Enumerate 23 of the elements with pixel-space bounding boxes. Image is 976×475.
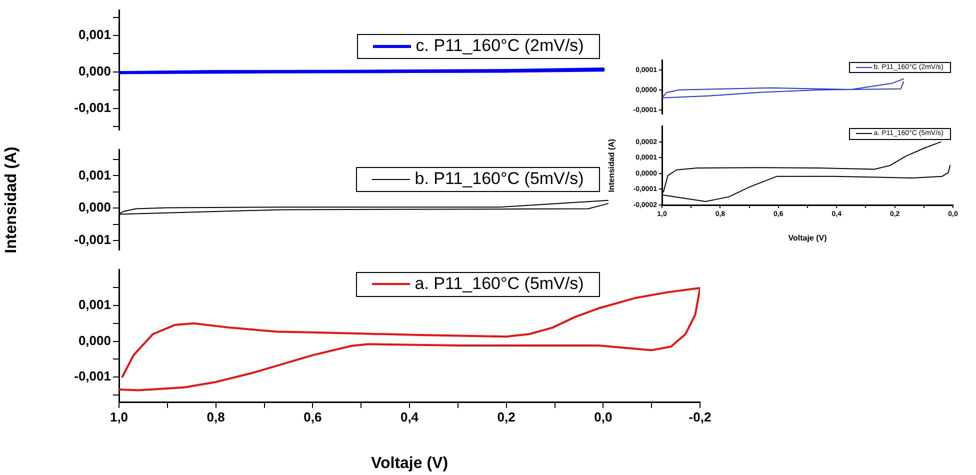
- x-axis-title: Voltaje (V): [788, 233, 828, 242]
- y-tick-label: -0,001: [74, 232, 111, 248]
- x-tick-label: -0,2: [688, 409, 712, 424]
- legend-label: a. P11_160°C (5mV/s): [414, 274, 584, 293]
- y-tick-label: 0,000: [78, 64, 111, 78]
- legend-label: c. P11_160°C (2mV/s): [416, 36, 584, 55]
- x-axis-title: Voltaje (V): [370, 454, 448, 472]
- x-tick-label: 0,8: [206, 409, 225, 424]
- y-axis-title: Intensidad (A): [3, 146, 20, 254]
- y-tick-label: 0,000: [78, 332, 111, 348]
- x-tick-label: 0,4: [400, 409, 420, 424]
- x-tick-label: 1,0: [110, 409, 128, 424]
- y-tick-label: 0,001: [78, 167, 111, 182]
- legend-label: b. P11_160°C (5mV/s): [414, 168, 584, 188]
- y-tick-label: -0,001: [74, 368, 111, 384]
- y-tick-label: 0,001: [78, 27, 111, 42]
- x-tick-label: 0,6: [304, 409, 322, 424]
- x-tick-label: 0,2: [497, 409, 516, 424]
- y-tick-label: 0,001: [78, 297, 111, 312]
- y-axis-title: Intensidad (A): [607, 138, 616, 192]
- y-tick-label: -0,001: [74, 100, 111, 115]
- y-tick-label: 0,000: [78, 200, 111, 215]
- x-tick-label: 0,0: [594, 409, 612, 424]
